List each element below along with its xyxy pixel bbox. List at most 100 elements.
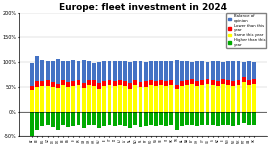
Bar <box>206 112 210 125</box>
Bar <box>92 112 96 125</box>
Bar <box>128 83 132 89</box>
Bar <box>77 61 80 80</box>
Bar <box>144 112 148 126</box>
Bar <box>118 85 122 112</box>
Bar <box>66 61 70 82</box>
Bar <box>242 77 246 82</box>
Bar <box>185 85 189 112</box>
Bar <box>226 80 230 85</box>
Bar <box>35 81 39 87</box>
Bar <box>144 81 148 87</box>
Bar <box>231 86 235 112</box>
Bar <box>46 80 49 86</box>
Bar <box>200 80 204 85</box>
Bar <box>82 112 86 128</box>
Bar <box>170 61 173 80</box>
Bar <box>252 62 256 79</box>
Bar <box>97 89 101 112</box>
Bar <box>190 62 194 79</box>
Bar <box>40 81 44 86</box>
Bar <box>164 86 168 112</box>
Bar <box>35 87 39 112</box>
Bar <box>170 112 173 126</box>
Bar <box>97 83 101 89</box>
Bar <box>221 84 225 112</box>
Bar <box>164 112 168 126</box>
Bar <box>107 112 112 126</box>
Bar <box>107 80 112 85</box>
Bar <box>56 84 60 88</box>
Bar <box>164 61 168 81</box>
Bar <box>195 81 199 86</box>
Bar <box>195 112 199 126</box>
Bar <box>185 80 189 85</box>
Bar <box>133 61 137 80</box>
Bar <box>107 61 112 80</box>
Bar <box>216 61 220 81</box>
Bar <box>87 85 91 112</box>
Bar <box>149 61 153 80</box>
Bar <box>144 62 148 81</box>
Bar <box>159 112 163 126</box>
Bar <box>102 81 106 86</box>
Bar <box>46 112 49 126</box>
Bar <box>139 61 142 82</box>
Bar <box>200 112 204 126</box>
Bar <box>30 63 34 86</box>
Bar <box>180 61 184 81</box>
Bar <box>175 60 178 85</box>
Bar <box>139 112 142 127</box>
Bar <box>231 112 235 126</box>
Bar <box>113 61 117 81</box>
Bar <box>61 61 65 80</box>
Bar <box>149 85 153 112</box>
Bar <box>107 85 112 112</box>
Bar <box>113 81 117 86</box>
Bar <box>149 112 153 126</box>
Bar <box>72 60 75 81</box>
Bar <box>195 61 199 81</box>
Bar <box>51 112 55 127</box>
Bar <box>159 61 163 80</box>
Bar <box>185 112 189 126</box>
Bar <box>118 112 122 126</box>
Bar <box>170 85 173 112</box>
Bar <box>66 112 70 127</box>
Bar <box>237 61 241 80</box>
Bar <box>237 80 241 85</box>
Bar <box>82 83 86 88</box>
Bar <box>149 80 153 85</box>
Bar <box>164 81 168 86</box>
Bar <box>46 86 49 112</box>
Bar <box>247 85 251 112</box>
Bar <box>40 112 44 126</box>
Bar <box>252 112 256 125</box>
Bar <box>242 82 246 112</box>
Bar <box>61 80 65 85</box>
Bar <box>211 85 215 112</box>
Bar <box>237 112 241 126</box>
Bar <box>154 112 158 126</box>
Bar <box>92 80 96 86</box>
Bar <box>56 88 60 112</box>
Bar <box>242 112 246 122</box>
Bar <box>190 79 194 84</box>
Bar <box>139 82 142 87</box>
Bar <box>231 81 235 86</box>
Bar <box>51 61 55 82</box>
Bar <box>128 62 132 83</box>
Legend: Balance of
opinion, Lower than this
year, Same this year, Higher than this
year: Balance of opinion, Lower than this year… <box>226 13 266 48</box>
Bar <box>56 112 60 130</box>
Bar <box>82 88 86 112</box>
Bar <box>87 80 91 85</box>
Bar <box>61 85 65 112</box>
Bar <box>123 81 127 86</box>
Bar <box>211 61 215 80</box>
Bar <box>206 84 210 112</box>
Bar <box>92 63 96 80</box>
Bar <box>200 85 204 112</box>
Bar <box>221 62 225 79</box>
Bar <box>180 81 184 86</box>
Bar <box>56 59 60 84</box>
Bar <box>40 86 44 112</box>
